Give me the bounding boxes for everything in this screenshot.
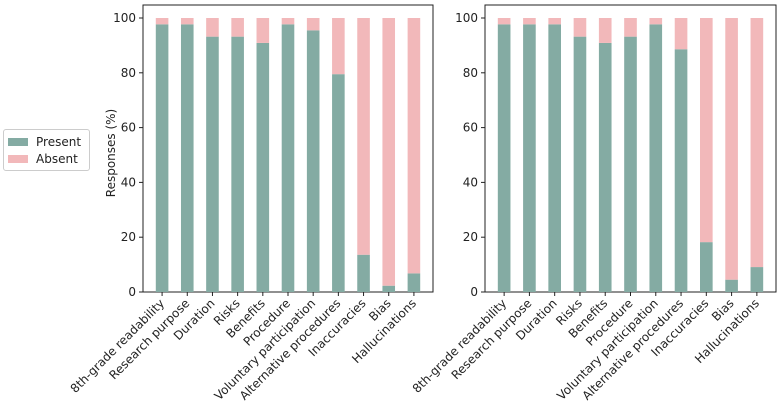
left-bar-present	[332, 74, 345, 292]
right-bar-present	[674, 49, 688, 293]
right-bar-present	[598, 42, 612, 293]
left-bar-present	[206, 36, 219, 292]
left-bar-absent	[306, 18, 320, 31]
left-ytick-label: 60	[121, 121, 136, 135]
left-bar-present	[256, 42, 270, 293]
left-ytick-label: 40	[121, 175, 136, 189]
left-bar-absent	[231, 18, 244, 37]
y-axis-label: Responses (%)	[104, 108, 118, 198]
left-ytick-label: 20	[121, 230, 136, 244]
right-bar-present	[649, 24, 663, 292]
right-bar-absent	[649, 18, 663, 25]
right-bar-present	[725, 279, 738, 292]
left-bar-absent	[180, 18, 194, 25]
left-bar-absent	[332, 18, 345, 75]
right-bar-present	[497, 24, 511, 292]
right-bar-absent	[725, 18, 738, 280]
right-bar-absent	[523, 18, 536, 25]
left-bar-present	[407, 273, 421, 292]
left-bar-present	[281, 24, 295, 292]
left-bar-absent	[256, 18, 270, 43]
legend: Present Absent	[3, 129, 90, 171]
right-ytick-label: 20	[463, 230, 478, 244]
right-bar-present	[624, 36, 637, 292]
right-bar-absent	[598, 18, 612, 43]
legend-label-present: Present	[36, 135, 82, 149]
right-ytick-label: 0	[470, 285, 478, 299]
right-bar-absent	[497, 18, 511, 25]
legend-swatch-present	[8, 138, 28, 146]
left-bar-absent	[206, 18, 219, 37]
legend-label-absent: Absent	[36, 152, 78, 166]
right-ytick-label: 40	[463, 175, 478, 189]
legend-item-present: Present	[8, 134, 81, 150]
left-bar-present	[231, 36, 244, 292]
left-ytick-label: 100	[113, 11, 136, 25]
right-bar-present	[573, 36, 587, 292]
left-bar-absent	[357, 18, 370, 255]
right-bar-absent	[624, 18, 637, 37]
left-bar-absent	[407, 18, 421, 274]
right-bar-absent	[700, 18, 713, 243]
right-ytick-label: 80	[463, 66, 478, 80]
right-ytick-label: 60	[463, 121, 478, 135]
right-bar-present	[523, 24, 536, 292]
legend-swatch-absent	[8, 155, 28, 163]
left-ytick-label: 0	[128, 285, 136, 299]
right-bar-present	[750, 267, 764, 292]
left-bar-present	[382, 285, 396, 292]
left-bar-present	[180, 24, 194, 292]
right-bar-present	[548, 24, 561, 292]
right-bar-absent	[674, 18, 688, 50]
left-ytick-label: 80	[121, 66, 136, 80]
legend-item-absent: Absent	[8, 151, 78, 167]
left-bar-absent	[281, 18, 295, 25]
right-bar-absent	[548, 18, 561, 25]
left-bar-absent	[155, 18, 169, 25]
left-bar-absent	[382, 18, 396, 286]
left-bar-present	[155, 24, 169, 292]
left-bar-present	[357, 254, 370, 292]
right-bar-absent	[573, 18, 587, 37]
right-bar-absent	[750, 18, 764, 268]
right-ytick-label: 100	[455, 11, 478, 25]
right-bar-present	[700, 242, 713, 292]
left-bar-present	[306, 30, 320, 293]
